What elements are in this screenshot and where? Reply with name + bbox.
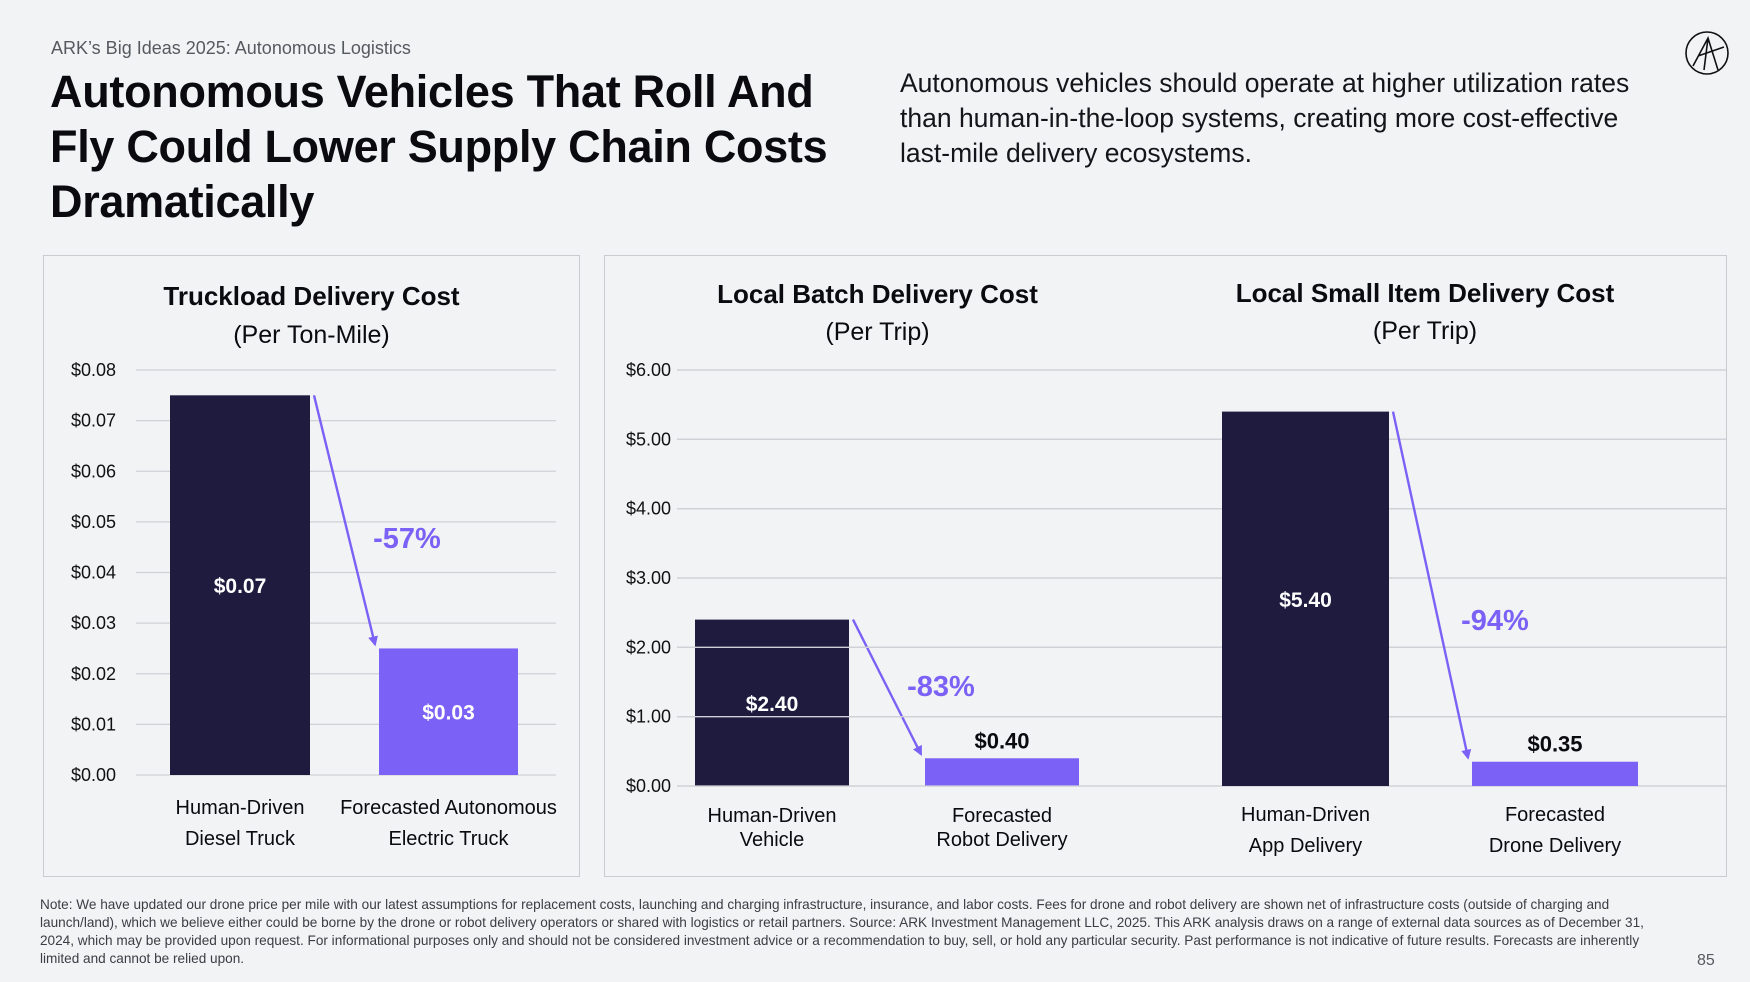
- category-label: Robot Delivery: [936, 829, 1067, 851]
- chart-subtitle: (Per Trip): [1372, 317, 1478, 345]
- bar: [1222, 411, 1389, 786]
- category-label: Human-Driven: [708, 805, 837, 827]
- bar-value-label: $2.40: [746, 693, 799, 716]
- ark-logo-icon: [1685, 31, 1729, 75]
- y-tick-label: $0.02: [71, 664, 116, 684]
- y-tick-label: $0.01: [71, 714, 116, 734]
- category-label: Human-Driven: [1241, 804, 1370, 826]
- bar: [925, 758, 1079, 786]
- local-delivery-charts-panel: Local Batch Delivery Cost (Per Trip) Loc…: [604, 255, 1727, 877]
- y-tick-label: $0.06: [71, 461, 116, 481]
- category-label: Vehicle: [740, 829, 805, 851]
- supertitle: ARK’s Big Ideas 2025: Autonomous Logisti…: [51, 38, 411, 58]
- y-tick-label: $1.00: [626, 707, 671, 727]
- bar-value-label: $5.40: [1279, 589, 1332, 612]
- y-tick-label: $0.03: [71, 613, 116, 633]
- y-tick-label: $0.00: [71, 765, 116, 785]
- category-label: Forecasted: [1505, 804, 1605, 826]
- y-tick-label: $0.05: [71, 512, 116, 532]
- page-subtitle: Autonomous vehicles should operate at hi…: [900, 68, 1630, 168]
- percent-change-label: -57%: [373, 523, 441, 555]
- y-tick-label: $4.00: [626, 499, 671, 519]
- truckload-chart-panel: Truckload Delivery Cost (Per Ton-Mile) $…: [43, 255, 580, 877]
- bar-value-label: $0.03: [422, 702, 475, 725]
- page-title: Autonomous Vehicles That Roll And Fly Co…: [50, 66, 828, 227]
- category-label: Human-Driven: [176, 797, 305, 819]
- chart-title: Local Small Item Delivery Cost: [1235, 278, 1615, 308]
- bar-value-label: $0.40: [974, 728, 1029, 753]
- footnote: Note: We have updated our drone price pe…: [40, 897, 1644, 966]
- bar: [379, 648, 518, 775]
- page-number: 85: [1697, 952, 1715, 969]
- y-tick-label: $5.00: [626, 429, 671, 449]
- y-tick-label: $6.00: [626, 360, 671, 380]
- percent-change-label: -94%: [1461, 605, 1529, 637]
- bar-value-label: $0.07: [214, 575, 267, 598]
- decrease-arrow: [851, 619, 923, 757]
- y-tick-label: $0.07: [71, 411, 116, 431]
- category-label: Forecasted Autonomous: [340, 797, 557, 819]
- chart-subtitle: (Per Trip): [825, 318, 930, 346]
- truckload-delivery-cost-chart: $0.00 $0.01 $0.02 $0.03 $0.04 $0.05 $0.06 $0.07…: [71, 360, 557, 850]
- category-label: Electric Truck: [388, 828, 509, 850]
- y-tick-label: $2.00: [626, 637, 671, 657]
- category-label: App Delivery: [1249, 835, 1362, 857]
- y-tick-label: $0.08: [71, 360, 116, 380]
- y-tick-label: $3.00: [626, 568, 671, 588]
- bar: [1472, 761, 1638, 786]
- chart-title: Truckload Delivery Cost: [163, 281, 460, 311]
- local-delivery-cost-chart: $0.00 $1.00 $2.00 $3.00 $4.00 $5.00 $6.00 $2.40…: [626, 360, 1726, 857]
- category-label: Drone Delivery: [1489, 835, 1621, 857]
- y-tick-label: $0.00: [626, 776, 671, 796]
- category-label: Diesel Truck: [185, 828, 296, 850]
- category-label: Forecasted: [952, 805, 1052, 827]
- y-tick-label: $0.04: [71, 563, 116, 583]
- chart-title: Local Batch Delivery Cost: [717, 279, 1038, 309]
- decrease-arrow: [1391, 411, 1472, 760]
- decrease-arrow: [312, 395, 378, 647]
- bar-value-label: $0.35: [1527, 732, 1582, 757]
- bar: [170, 395, 310, 775]
- percent-change-label: -83%: [907, 671, 975, 703]
- chart-subtitle: (Per Ton-Mile): [233, 321, 390, 349]
